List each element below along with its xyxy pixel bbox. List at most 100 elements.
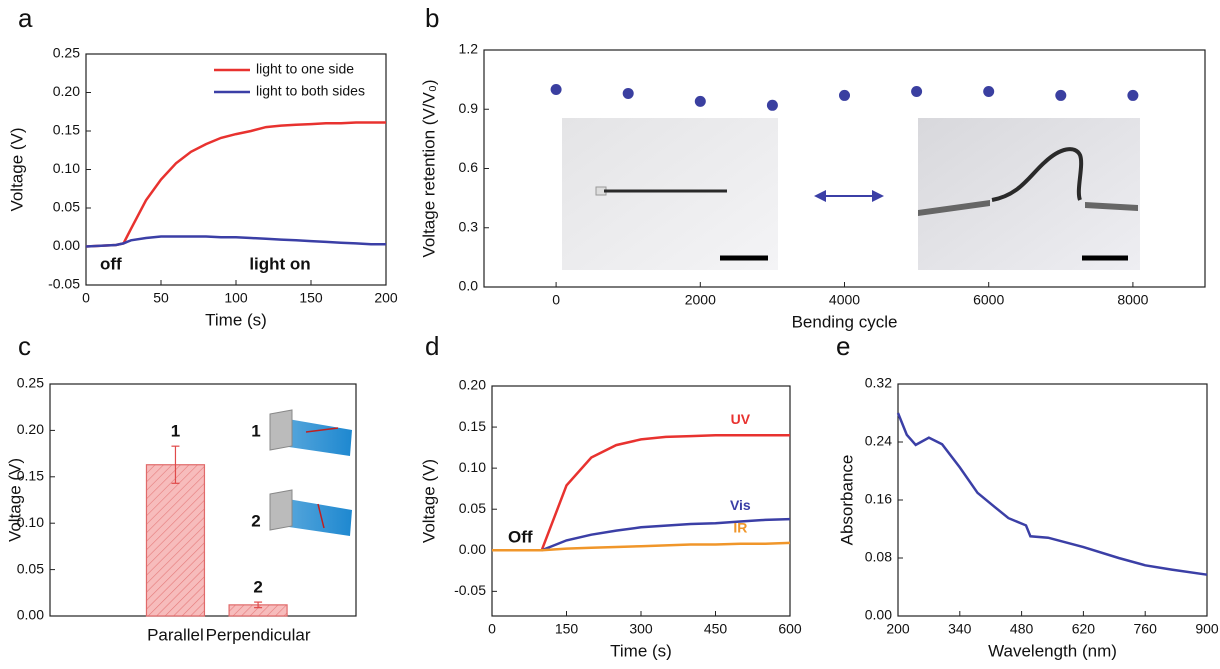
x-tick-label: 200: [886, 621, 910, 637]
y-tick-label: 0.25: [53, 45, 80, 61]
x-tick-label: 450: [704, 621, 728, 637]
y-tick-label: 0.10: [459, 459, 486, 475]
x-tick-label: 6000: [973, 292, 1004, 308]
y-axis-label: Voltage (V): [419, 459, 438, 543]
y-tick-label: 0.20: [459, 377, 486, 393]
error-bar: [171, 445, 180, 484]
y-tick-label: 0.05: [17, 560, 44, 576]
x-tick-label: 50: [153, 290, 169, 306]
x-tick-label: 900: [1195, 621, 1219, 637]
data-line: [896, 412, 1208, 576]
y-tick-label: 0.15: [17, 468, 44, 484]
y-tick-label: 0.9: [459, 100, 479, 116]
y-tick-label: 0.32: [865, 375, 892, 391]
y-tick-label: 1.2: [459, 41, 479, 57]
inset-label: 1: [251, 421, 260, 440]
y-tick-label: 0.15: [459, 418, 486, 434]
x-tick-label: 340: [948, 621, 972, 637]
y-tick-label: 0.00: [17, 607, 44, 623]
x-axis-label: Bending cycle: [792, 312, 898, 331]
data-point: [694, 95, 706, 107]
data-point: [911, 85, 923, 97]
y-tick-label: 0.25: [17, 375, 44, 391]
x-tick-label: 100: [224, 290, 248, 306]
bar-label: 2: [253, 578, 262, 597]
x-axis-label: Time (s): [610, 641, 672, 660]
y-tick-label: 0.00: [459, 541, 486, 557]
double-arrow: [814, 190, 884, 202]
category-label: Parallel: [147, 625, 204, 644]
y-tick-label: 0.16: [865, 491, 892, 507]
y-tick-label: 0.24: [865, 433, 892, 449]
x-tick-label: 0: [82, 290, 90, 306]
x-tick-label: 300: [629, 621, 653, 637]
annotation: light on: [249, 254, 310, 273]
series-label: Vis: [730, 497, 751, 513]
x-tick-label: 760: [1134, 621, 1158, 637]
photo-bent: [918, 118, 1140, 270]
bar: [145, 464, 206, 617]
y-tick-label: 0.00: [865, 607, 892, 623]
panel-letter: d: [425, 331, 439, 361]
y-tick-label: 0.05: [53, 199, 80, 215]
y-tick-label: 0.6: [459, 159, 479, 175]
data-point: [1055, 89, 1067, 101]
plot-frame: [897, 383, 1208, 617]
panel-letter: a: [18, 3, 33, 33]
legend-label: light to one side: [256, 61, 354, 77]
y-tick-label: 0.3: [459, 218, 479, 234]
y-axis-label: Absorbance: [837, 455, 856, 546]
inset-label: 2: [251, 511, 260, 530]
x-tick-label: 600: [778, 621, 802, 637]
error-bar: [254, 601, 263, 609]
category-label: Perpendicular: [206, 625, 311, 644]
x-axis-label: Wavelength (nm): [988, 641, 1117, 660]
annotation: Off: [508, 527, 533, 546]
data-point: [839, 89, 850, 101]
y-tick-label: 0.20: [53, 83, 80, 99]
x-tick-label: 150: [555, 621, 579, 637]
y-tick-label: 0.20: [17, 421, 44, 437]
y-axis-label: Voltage (V): [5, 458, 24, 542]
data-point: [1127, 89, 1139, 101]
photo-straight: [562, 118, 778, 270]
y-axis-label: Voltage (V): [7, 127, 26, 211]
y-tick-label: -0.05: [454, 582, 486, 598]
y-tick-label: 0.15: [53, 122, 80, 138]
data-line: [492, 541, 791, 552]
x-tick-label: 620: [1072, 621, 1096, 637]
data-line: [85, 121, 386, 248]
schematic-perpendicular: [269, 489, 352, 536]
bar-label: 1: [171, 422, 180, 441]
x-tick-label: 0: [488, 621, 496, 637]
x-tick-label: 8000: [1117, 292, 1148, 308]
data-point: [550, 84, 562, 95]
y-tick-label: 0.10: [53, 160, 80, 176]
data-point: [766, 99, 778, 111]
y-axis-label: Voltage retention (V/V₀): [419, 79, 438, 257]
schematic-parallel: [269, 409, 352, 456]
x-tick-label: 4000: [829, 292, 860, 308]
panel-letter: e: [836, 331, 850, 361]
x-tick-label: 480: [1010, 621, 1034, 637]
x-tick-label: 2000: [685, 292, 716, 308]
legend-label: light to both sides: [256, 83, 365, 99]
data-point: [622, 87, 634, 99]
y-tick-label: 0.05: [459, 500, 486, 516]
data-line: [85, 235, 386, 248]
y-tick-label: -0.05: [48, 276, 80, 292]
y-tick-label: 0.08: [865, 549, 892, 565]
series-label: UV: [731, 411, 751, 427]
y-tick-label: 0.10: [17, 514, 44, 530]
series-label: IR: [733, 519, 747, 535]
x-tick-label: 200: [374, 290, 398, 306]
y-tick-label: 0.00: [53, 237, 80, 253]
data-point: [983, 85, 995, 97]
panel-letter: c: [18, 331, 31, 361]
x-axis-label: Time (s): [205, 310, 267, 329]
panel-letter: b: [425, 3, 439, 33]
annotation: off: [100, 254, 122, 273]
y-tick-label: 0.0: [459, 278, 479, 294]
x-tick-label: 0: [552, 292, 560, 308]
